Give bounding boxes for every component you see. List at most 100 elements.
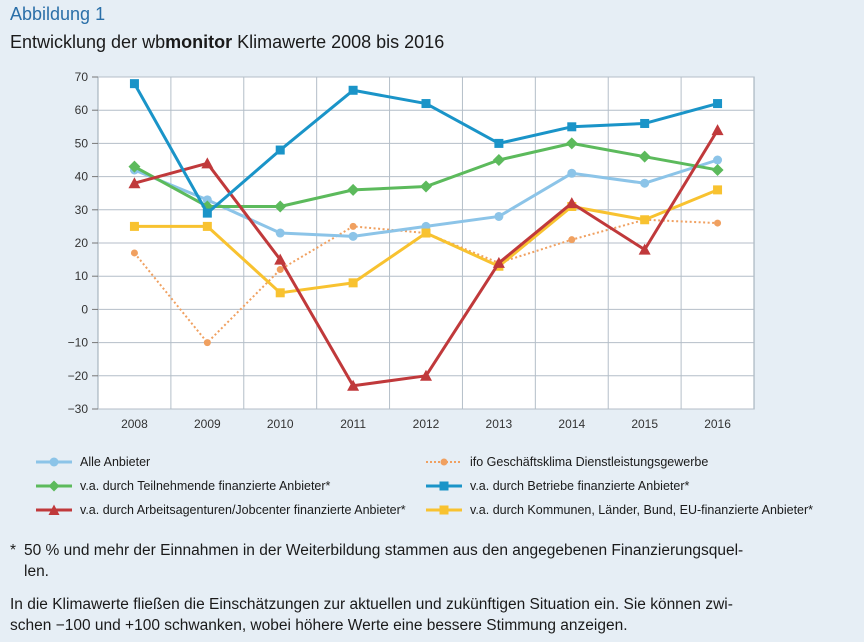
- legend-item-arbeitsagenturen: v.a. durch Arbeitsagenturen/Jobcenter fi…: [36, 500, 406, 520]
- data-point: [274, 200, 287, 213]
- legend-swatch-teilnehmende: [36, 480, 72, 492]
- data-point: [565, 137, 578, 150]
- data-point: [638, 243, 651, 255]
- legend-swatch-ifo: [426, 458, 462, 466]
- data-point: [492, 154, 505, 166]
- data-point: [711, 163, 724, 176]
- data-point: [494, 211, 504, 221]
- data-point: [274, 253, 287, 265]
- data-point: [421, 99, 431, 109]
- x-tick-label: 2016: [704, 417, 731, 431]
- x-tick-label: 2012: [413, 417, 440, 431]
- y-tick-label: 30: [75, 203, 89, 217]
- legend-item-ifo: ifo Geschäftsklima Dienstleistungsgewerb…: [426, 452, 708, 472]
- footnote-line-2: len.: [24, 563, 49, 580]
- data-point: [347, 379, 360, 391]
- legend-item-betriebe: v.a. durch Betriebe finanzierte Anbieter…: [426, 476, 689, 496]
- explanation-line-1: In die Klimawerte fließen die Einschätzu…: [10, 596, 733, 613]
- data-point: [203, 339, 211, 347]
- series-4: [128, 124, 724, 391]
- legend-swatch-betriebe: [426, 481, 462, 491]
- series-0: [129, 155, 723, 241]
- y-tick-label: 40: [75, 170, 89, 184]
- data-point: [129, 79, 139, 89]
- title-suffix: Klimawerte 2008 bis 2016: [232, 32, 445, 52]
- data-point: [201, 157, 214, 169]
- data-point: [275, 228, 285, 238]
- data-point: [711, 124, 724, 136]
- legend-item-teilnehmende: v.a. durch Teilnehmende finanzierte Anbi…: [36, 476, 330, 496]
- data-point: [420, 180, 432, 193]
- data-point: [202, 195, 212, 205]
- series-line: [133, 218, 718, 344]
- series-3: [129, 79, 723, 218]
- data-point: [568, 236, 576, 244]
- title-brand: monitor: [165, 32, 233, 52]
- data-point: [713, 185, 723, 195]
- data-point: [494, 138, 504, 148]
- data-point: [349, 222, 357, 230]
- x-tick-label: 2015: [631, 417, 658, 431]
- data-point: [275, 145, 285, 155]
- data-point: [348, 231, 358, 241]
- y-tick-label: 60: [75, 103, 89, 117]
- figure-title: Entwicklung der wbmonitor Klimawerte 200…: [10, 32, 444, 53]
- footnote-star: *: [10, 542, 17, 559]
- data-point: [130, 249, 138, 257]
- x-tick-label: 2009: [194, 417, 221, 431]
- data-point: [202, 221, 212, 231]
- title-prefix: Entwicklung der: [10, 32, 143, 52]
- y-tick-label: 20: [75, 236, 89, 250]
- x-tick-label: 2014: [558, 417, 585, 431]
- legend-label-betriebe: v.a. durch Betriebe finanzierte Anbieter…: [470, 479, 690, 493]
- data-point: [348, 85, 358, 95]
- y-tick-label: 0: [81, 302, 88, 316]
- legend-label-alle-anbieter: Alle Anbieter: [80, 455, 151, 469]
- data-point: [275, 288, 285, 298]
- legend-label-kommunen: v.a. durch Kommunen, Länder, Bund, EU-fi…: [470, 503, 814, 517]
- x-tick-label: 2011: [340, 417, 366, 431]
- data-point: [129, 221, 139, 231]
- data-point: [567, 122, 577, 132]
- legend-label-teilnehmende: v.a. durch Teilnehmende finanzierte Anbi…: [80, 479, 331, 493]
- y-tick-label: 50: [75, 136, 89, 150]
- figure-label: Abbildung 1: [10, 4, 106, 24]
- data-point: [640, 178, 650, 188]
- y-tick-label: −20: [68, 369, 89, 383]
- legend-item-alle-anbieter: Alle Anbieter: [36, 452, 150, 472]
- data-point: [640, 215, 650, 225]
- data-point: [276, 266, 284, 274]
- data-point: [713, 155, 723, 165]
- legend-swatch-kommunen: [426, 505, 462, 515]
- legend-swatch-alle-anbieter: [36, 457, 72, 467]
- data-point: [640, 118, 650, 128]
- legend-item-kommunen: v.a. durch Kommunen, Länder, Bund, EU-fi…: [426, 500, 813, 520]
- explanation-note: In die Klimawerte fließen die Einschätzu…: [10, 594, 854, 636]
- footnote-line-1: 50 % und mehr der Einnahmen in der Weite…: [24, 542, 744, 559]
- y-tick-label: −10: [68, 336, 89, 350]
- data-point: [567, 168, 577, 178]
- data-point: [202, 208, 212, 218]
- data-point: [420, 369, 432, 381]
- data-point: [128, 160, 141, 173]
- title-brand-prefix: wb: [142, 32, 166, 52]
- data-point: [713, 99, 723, 109]
- x-axis-ticks: 2008 2009 2010 2011 2012 2013 2014 2015 2016: [121, 417, 731, 431]
- data-point: [492, 256, 505, 268]
- explanation-line-2: schen −100 und +100 schwanken, wobei höh…: [10, 617, 628, 634]
- footnote: * 50 % und mehr der Einnahmen in der Weit…: [10, 540, 854, 582]
- data-point: [348, 278, 358, 288]
- legend-label-arbeitsagenturen: v.a. durch Arbeitsagenturen/Jobcenter fi…: [80, 503, 406, 517]
- series-group: [128, 79, 724, 391]
- y-tick-label: 70: [75, 70, 89, 84]
- legend-label-ifo: ifo Geschäftsklima Dienstleistungsgewerb…: [470, 455, 709, 469]
- data-point: [638, 150, 651, 163]
- data-point: [128, 177, 141, 189]
- legend: Alle Anbieter ifo Geschäftsklima Dienstl…: [36, 452, 856, 522]
- x-tick-label: 2008: [121, 417, 148, 431]
- data-point: [714, 219, 722, 227]
- data-point: [347, 183, 360, 196]
- legend-swatch-arbeitsagenturen: [36, 504, 72, 515]
- data-point: [565, 197, 578, 209]
